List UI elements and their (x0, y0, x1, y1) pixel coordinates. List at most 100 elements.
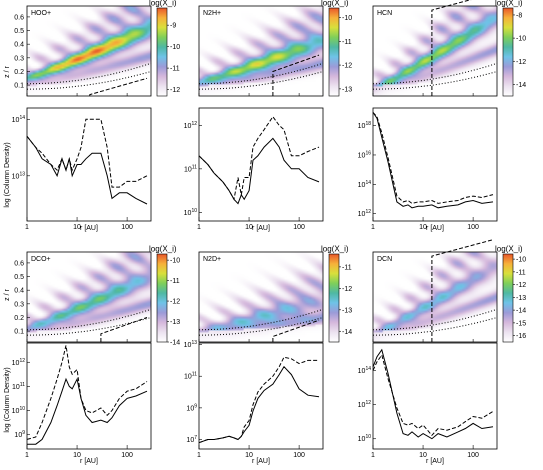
panel-n2d-colorbar (328, 253, 340, 343)
panel-dcn-x-tick-label-2: 100 (467, 452, 479, 459)
panel-n2h-cd-tick-label-0: 1012 (184, 121, 198, 130)
panel-hcn-cb-tick-label-1: -10 (516, 36, 526, 43)
panel-dcn-ice-line (431, 239, 494, 342)
panel-hcn-cd-tick-label-3: 1012 (358, 209, 372, 218)
panel-dcn: DCN log(X_i) -10 -11 -12 -13 -14 -15 -16 1014 1012… (358, 239, 526, 465)
panel-n2h-cd-tick-label-1: 1011 (184, 164, 197, 173)
panel-n2d-cb-tick-label-3: -14 (342, 329, 352, 336)
panel-dcn-abundance-heatmap (373, 252, 497, 342)
panel-n2d-ice-line (272, 319, 320, 342)
panel-hoo-cb-tick-label-2: -11 (170, 66, 180, 73)
panel-n2d-cb-tick-label-1: -12 (342, 286, 352, 293)
panel-hcn-colorbar-label: log(X_i) (495, 0, 523, 8)
panel-dco-species-label: DCO+ (31, 256, 51, 263)
panel-n2h-cb-tick-label-2: -12 (342, 63, 352, 70)
panel-dco-cd-tick-label-3: 109 (14, 430, 25, 439)
panel-dcn-cb-tick-label-5: -15 (516, 320, 526, 327)
panel-hoo-colorbar (156, 7, 168, 97)
panel-hoo-colorbar-label: log(X_i) (149, 0, 177, 8)
panel-dco-cd-tick-label-0: 1012 (12, 358, 26, 367)
figure-ylabel-z-top: z / r (4, 66, 11, 78)
panel-dco-z-tick-label-1: 0.5 (14, 274, 24, 281)
panel-hoo-cd-tick-label-0: 1014 (12, 115, 26, 124)
panel-hoo-abundance-heatmap (27, 6, 151, 96)
panel-dco-coldens-dashed-line (26, 345, 148, 440)
panel-dco-x-tick-label-0: 1 (25, 452, 29, 459)
panel-hcn-x-tick-label-2: 100 (467, 224, 479, 231)
panel-hoo-z-tick-label-5: 0.1 (14, 83, 24, 90)
panel-dco-z-tick-label-2: 0.4 (14, 288, 24, 295)
panel-n2h-line-frame (198, 107, 324, 222)
panel-hcn-x-tick-label-0: 1 (371, 224, 375, 231)
panel-n2h-colorbar-label: log(X_i) (321, 0, 349, 8)
panel-hoo-species-label: HOO+ (31, 10, 51, 17)
panel-dcn-cd-tick-label-1: 1012 (358, 400, 372, 409)
panel-n2h-x-tick-label-0: 1 (197, 224, 201, 231)
panel-dco-x-tick-label-1: 10 (73, 452, 81, 459)
panel-n2h: N2H+ log(X_i) -10 -11 -12 -13 1012 1011 1010 1 10 1… (184, 0, 353, 232)
panel-hcn-cd-tick-label-2: 1014 (358, 180, 372, 189)
panel-dcn-colorbar (502, 253, 514, 343)
panel-dcn-x-tick-label-1: 10 (419, 452, 427, 459)
panel-hoo-coldens-solid-line (26, 135, 148, 205)
figure-ylabel-coldens-top: log (Column Density) (4, 142, 11, 207)
panel-dco-line-frame (26, 342, 152, 450)
panel-hcn-line-frame (372, 107, 498, 222)
panel-n2h-x-tick-label-1: 10 (245, 224, 253, 231)
panel-hoo-x-tick-label-0: 1 (25, 224, 29, 231)
panel-hcn-coldens-dashed-line (372, 112, 494, 204)
panel-dco-z-tick-label-0: 0.6 (14, 260, 24, 267)
panel-dco-coldens-solid-line (27, 377, 148, 445)
panel-dcn-species-label: DCN (377, 256, 392, 263)
panel-hoo-z-tick-label-3: 0.3 (14, 55, 24, 62)
panel-hcn-map-frame (372, 5, 498, 97)
panel-dcn-cb-tick-label-3: -13 (516, 295, 526, 302)
panel-n2d-map-frame (198, 251, 324, 343)
panel-hcn-ice-line (431, 0, 472, 96)
panel-dco-z-tick-label-5: 0.1 (14, 329, 24, 336)
panel-n2h-ice-line (272, 54, 320, 96)
panel-dco-xlabel: r [AU] (80, 458, 98, 465)
panel-hoo-cb-tick-label-0: -9 (170, 23, 176, 30)
panel-n2d-coldens-solid-line (198, 365, 320, 444)
panel-n2h-abundance-heatmap (199, 6, 323, 96)
panel-dco-cb-tick-label-0: -10 (170, 258, 180, 265)
panel-n2d-x-tick-label-2: 100 (293, 452, 305, 459)
panel-hoo-coldens-dashed-line (26, 118, 148, 188)
panel-n2d-cb-tick-label-2: -13 (342, 307, 352, 314)
panel-n2d-xlabel: r [AU] (252, 458, 270, 465)
panel-hoo-z-tick-label-4: 0.2 (14, 69, 24, 76)
panel-n2d-colorbar-label: log(X_i) (321, 245, 349, 254)
panel-n2d-species-label: N2D+ (203, 256, 221, 263)
panel-dcn-x-tick-label-0: 1 (371, 452, 375, 459)
panel-n2d-line-frame (198, 342, 324, 450)
panel-n2d-x-tick-label-1: 10 (245, 452, 253, 459)
panel-n2h-map-frame (198, 5, 324, 97)
panel-hoo-z-tick-label-1: 0.5 (14, 28, 24, 35)
panel-hoo-x-tick-label-1: 10 (73, 224, 81, 231)
panel-hcn-cb-tick-label-0: -8 (516, 12, 522, 19)
panel-dcn-map-frame (372, 251, 498, 343)
panel-hcn-abundance-heatmap (373, 6, 497, 96)
panel-dcn-coldens-solid-line (372, 348, 494, 440)
panel-n2h-colorbar (328, 7, 340, 97)
panel-hoo-z-tick-label-2: 0.4 (14, 42, 24, 49)
panel-dco-map-frame (26, 251, 152, 343)
panel-n2d-cd-tick-label-0: 1013 (184, 340, 198, 349)
panel-n2d-x-tick-label-0: 1 (197, 452, 201, 459)
panel-dcn-xlabel: r [AU] (426, 458, 444, 465)
panel-dco-cb-tick-label-4: -14 (170, 340, 180, 347)
panel-hcn-species-label: HCN (377, 10, 392, 17)
panel-dco: DCO+ 0.6 0.5 0.4 0.3 0.2 0.1 log(X_i) -10 -11 -12 -… (12, 245, 181, 466)
panel-n2h-coldens-dashed-line (198, 115, 320, 201)
panel-dco-cd-tick-label-2: 1010 (12, 406, 26, 415)
panel-n2h-x-tick-label-2: 100 (293, 224, 305, 231)
figure-ylabel-coldens-bottom: log (Column Density) (4, 367, 11, 432)
panel-hcn-cd-tick-label-0: 1018 (358, 121, 372, 130)
panel-dcn-cb-tick-label-6: -16 (516, 333, 526, 340)
panel-hoo-cb-tick-label-3: -12 (170, 87, 180, 94)
panel-hoo-cb-tick-label-1: -10 (170, 44, 180, 51)
panel-dco-z-tick-label-3: 0.3 (14, 301, 24, 308)
panel-n2h-cb-tick-label-1: -11 (342, 39, 352, 46)
